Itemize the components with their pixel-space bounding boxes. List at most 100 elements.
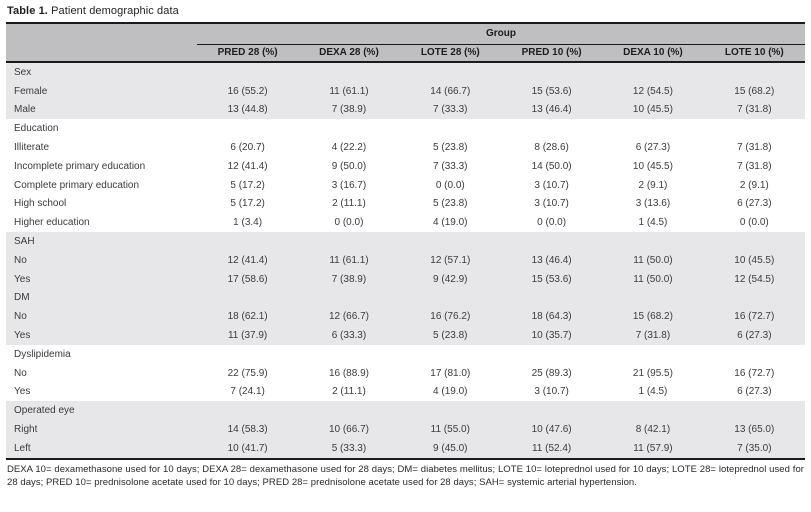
row-label: Illiterate <box>6 138 197 157</box>
table-cell: 1 (4.5) <box>602 382 704 402</box>
section-label: DM <box>6 288 805 308</box>
table-cell: 3 (10.7) <box>500 175 603 195</box>
row-label: High school <box>6 194 197 214</box>
table-cell: 6 (27.3) <box>602 138 704 157</box>
table-title: Table 1. Patient demographic data <box>6 3 805 22</box>
table-cell: 7 (31.8) <box>602 326 704 345</box>
table-row: High school 5 (17.2) 2 (11.1) 5 (23.8) 3 (10… <box>6 194 805 214</box>
table-cell: 5 (17.2) <box>196 194 299 214</box>
table-cell: 12 (41.4) <box>196 156 299 176</box>
table-cell: 0 (0.0) <box>500 213 603 233</box>
table-cell: 5 (33.3) <box>298 438 400 459</box>
table-cell: 0 (0.0) <box>399 175 501 195</box>
row-label: Left <box>6 438 197 459</box>
table-cell: 3 (13.6) <box>602 194 704 214</box>
table-cell: 10 (66.7) <box>298 420 400 439</box>
table-cell: 11 (55.0) <box>399 420 501 439</box>
table-cell: 1 (3.4) <box>196 213 299 233</box>
table-cell: 11 (61.1) <box>298 250 400 270</box>
table-cell: 9 (45.0) <box>399 438 501 459</box>
table-cell: 13 (46.4) <box>500 100 603 120</box>
table-cell: 11 (52.4) <box>500 438 603 459</box>
column-header: PRED 10 (%) <box>500 44 603 63</box>
section-header-row: Education <box>6 119 805 139</box>
column-header: LOTE 28 (%) <box>399 44 501 63</box>
table-cell: 14 (58.3) <box>196 420 299 439</box>
table-footnote: DEXA 10= dexamethasone used for 10 days;… <box>7 463 804 488</box>
table-cell: 4 (19.0) <box>399 213 501 233</box>
table-cell: 7 (31.8) <box>703 100 805 120</box>
table-cell: 4 (19.0) <box>399 382 501 402</box>
row-label: Yes <box>6 326 197 345</box>
table-cell: 7 (35.0) <box>703 438 805 459</box>
section-label: Dyslipidemia <box>6 344 805 364</box>
table-cell: 7 (33.3) <box>399 156 501 176</box>
table-cell: 10 (47.6) <box>500 420 603 439</box>
table-cell: 8 (42.1) <box>602 420 704 439</box>
section-header-row: Sex <box>6 62 805 82</box>
row-label: Higher education <box>6 213 197 233</box>
table-cell: 5 (17.2) <box>196 175 299 195</box>
table-cell: 6 (27.3) <box>703 194 805 214</box>
column-header-row: PRED 28 (%) DEXA 28 (%) LOTE 28 (%) PRED 10… <box>6 44 805 63</box>
row-label: No <box>6 307 197 327</box>
table-cell: 3 (10.7) <box>500 194 603 214</box>
table-row: Right 14 (58.3) 10 (66.7) 11 (55.0) 10 (47.6… <box>6 420 805 439</box>
table-cell: 17 (81.0) <box>399 363 501 383</box>
table-cell: 17 (58.6) <box>196 269 299 289</box>
page: Table 1. Patient demographic data Group … <box>6 3 805 488</box>
row-label: Complete primary education <box>6 175 197 195</box>
table-cell: 9 (42.9) <box>399 269 501 289</box>
table-row: Yes 17 (58.6) 7 (38.9) 9 (42.9) 15 (53.6) 11 … <box>6 269 805 289</box>
table-cell: 7 (33.3) <box>399 100 501 120</box>
section-label: Sex <box>6 62 805 82</box>
table-cell: 15 (53.6) <box>500 81 603 101</box>
table-cell: 7 (31.8) <box>703 138 805 157</box>
table-cell: 16 (72.7) <box>703 363 805 383</box>
table-row: Left 10 (41.7) 5 (33.3) 9 (45.0) 11 (52.4) 11… <box>6 438 805 459</box>
table-body: Sex Female 16 (55.2) 11 (61.1) 14 (66.7) 15 (… <box>6 62 805 459</box>
table-cell: 9 (50.0) <box>298 156 400 176</box>
table-cell: 5 (23.8) <box>399 138 501 157</box>
table-cell: 15 (68.2) <box>602 307 704 327</box>
table-cell: 0 (0.0) <box>298 213 400 233</box>
group-header-row: Group <box>6 23 805 45</box>
table-cell: 10 (45.5) <box>703 250 805 270</box>
table-row: Complete primary education 5 (17.2) 3 (16.… <box>6 175 805 195</box>
table-cell: 11 (61.1) <box>298 81 400 101</box>
table-title-text: Patient demographic data <box>47 5 179 17</box>
row-label: No <box>6 250 197 270</box>
table-cell: 5 (23.8) <box>399 326 501 345</box>
table-cell: 10 (35.7) <box>500 326 603 345</box>
section-label: Education <box>6 119 805 139</box>
column-header: DEXA 10 (%) <box>602 44 704 63</box>
patient-demographics-table: Group PRED 28 (%) DEXA 28 (%) LOTE 28 (%) P… <box>6 22 805 460</box>
table-cell: 21 (95.5) <box>602 363 704 383</box>
table-cell: 22 (75.9) <box>196 363 299 383</box>
table-cell: 16 (76.2) <box>399 307 501 327</box>
table-cell: 10 (41.7) <box>196 438 299 459</box>
table-cell: 6 (27.3) <box>703 326 805 345</box>
table-row: No 12 (41.4) 11 (61.1) 12 (57.1) 13 (46.4) 11… <box>6 250 805 270</box>
table-cell: 14 (50.0) <box>500 156 603 176</box>
table-cell: 15 (68.2) <box>703 81 805 101</box>
table-cell: 25 (89.3) <box>500 363 603 383</box>
table-cell: 12 (41.4) <box>196 250 299 270</box>
row-label: Right <box>6 420 197 439</box>
table-row: No 22 (75.9) 16 (88.9) 17 (81.0) 25 (89.3) 21… <box>6 363 805 383</box>
table-cell: 6 (33.3) <box>298 326 400 345</box>
table-cell: 3 (10.7) <box>500 382 603 402</box>
table-row: Higher education 1 (3.4) 0 (0.0) 4 (19.0) 0 … <box>6 213 805 233</box>
table-cell: 7 (38.9) <box>298 269 400 289</box>
table-cell: 2 (11.1) <box>298 194 400 214</box>
section-label: Operated eye <box>6 401 805 421</box>
row-label: Male <box>6 100 197 120</box>
table-cell: 18 (64.3) <box>500 307 603 327</box>
section-header-row: DM <box>6 288 805 308</box>
table-cell: 11 (37.9) <box>196 326 299 345</box>
table-cell: 6 (27.3) <box>703 382 805 402</box>
table-row: Male 13 (44.8) 7 (38.9) 7 (33.3) 13 (46.4) 10… <box>6 100 805 120</box>
table-cell: 15 (53.6) <box>500 269 603 289</box>
header-spacer-cell <box>6 44 197 63</box>
table-header: Group PRED 28 (%) DEXA 28 (%) LOTE 28 (%) P… <box>6 23 805 63</box>
